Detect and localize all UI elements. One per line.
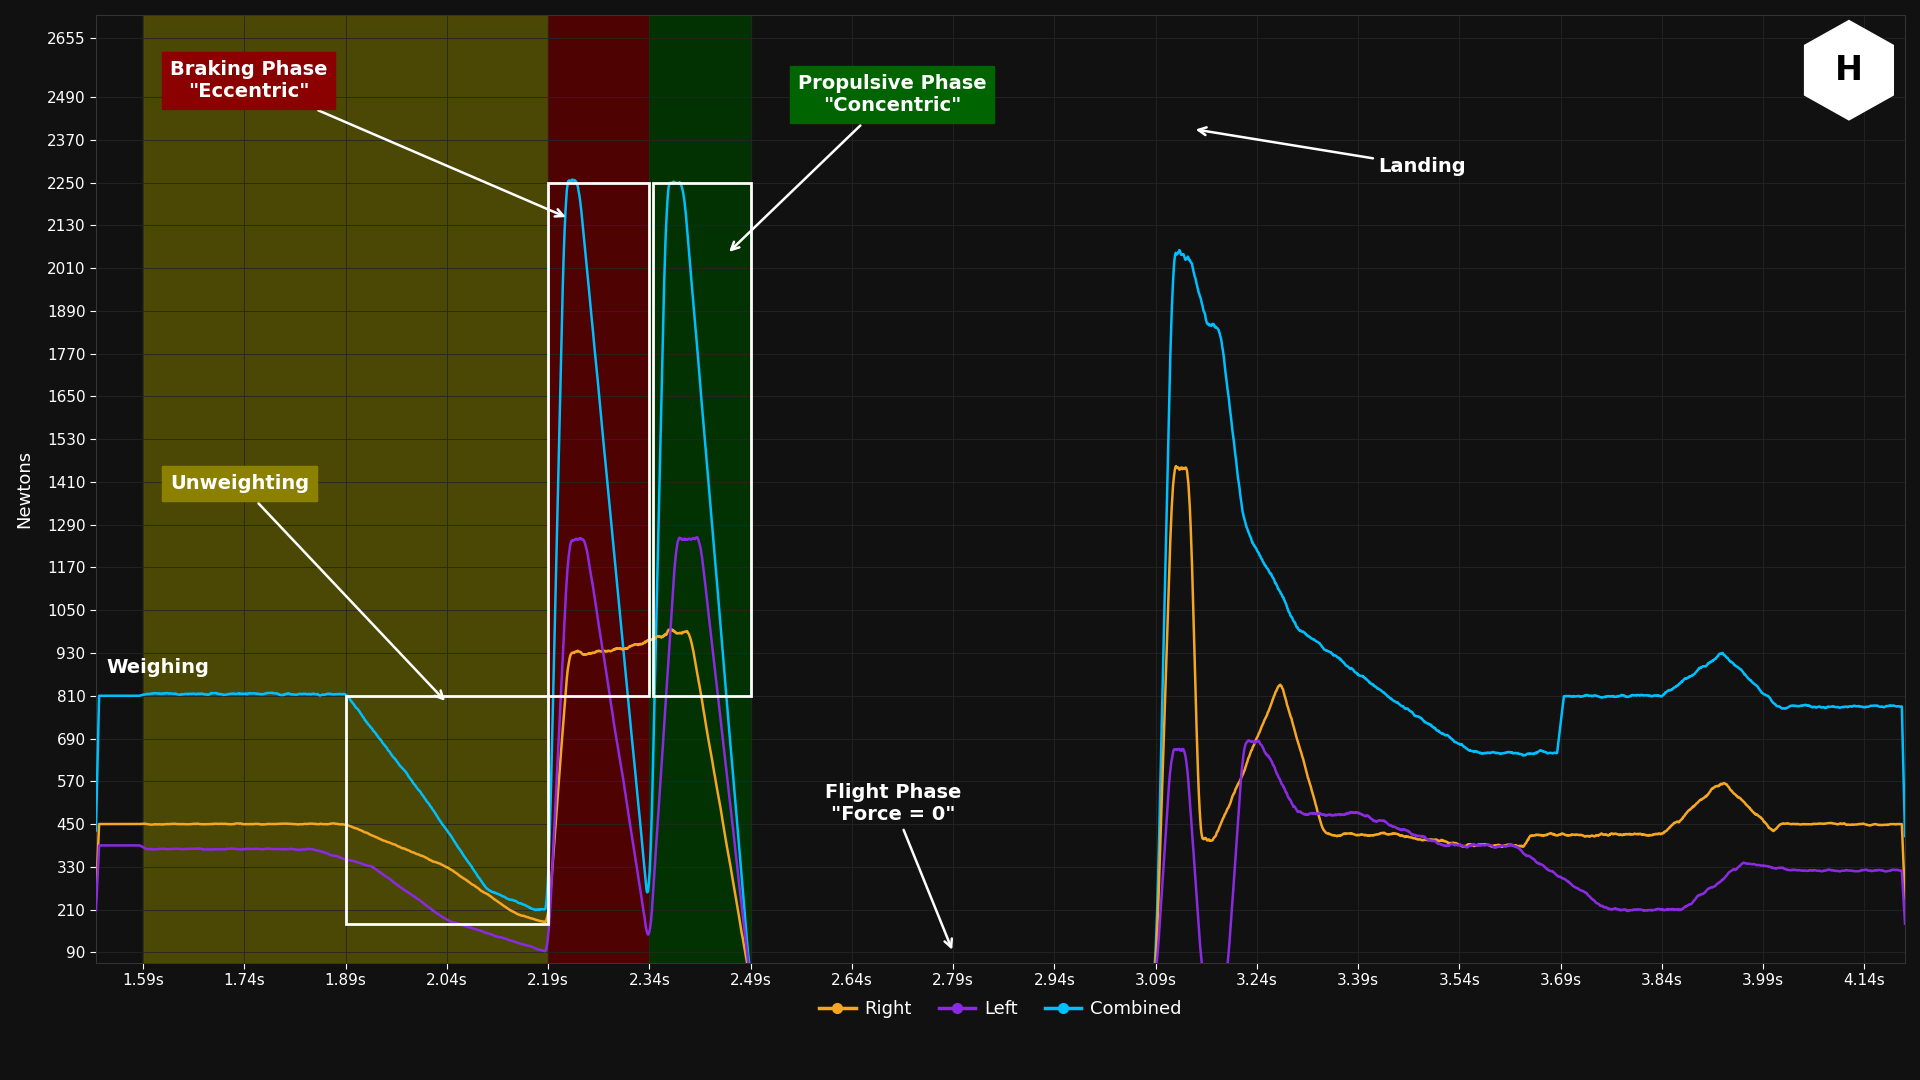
- Line: Right: Right: [96, 467, 1905, 984]
- Combined: [1893, 829, 1916, 842]
- Right: [1893, 893, 1916, 906]
- Text: Weighing: Weighing: [106, 658, 209, 677]
- Right: [743, 977, 766, 990]
- Bar: [346, 696, 549, 923]
- Y-axis label: Newtons: Newtons: [15, 450, 33, 528]
- Right: [1839, 819, 1862, 832]
- Left: [845, 977, 868, 990]
- Combined: [1749, 684, 1772, 697]
- Bar: [144, 15, 549, 963]
- Text: Unweighting: Unweighting: [171, 474, 444, 699]
- Right: [1749, 811, 1772, 824]
- Bar: [549, 183, 649, 696]
- Text: Flight Phase
"Force = 0": Flight Phase "Force = 0": [826, 783, 962, 947]
- Right: [845, 977, 868, 990]
- Right: [860, 976, 883, 989]
- Left: [1893, 917, 1916, 930]
- Left: [685, 530, 708, 543]
- Combined: [1400, 705, 1423, 718]
- Polygon shape: [1805, 21, 1893, 120]
- Line: Combined: Combined: [96, 179, 1905, 984]
- Bar: [549, 15, 649, 963]
- Left: [1039, 977, 1062, 990]
- Left: [860, 977, 883, 990]
- Right: [1400, 831, 1423, 843]
- Text: Propulsive Phase
"Concentric": Propulsive Phase "Concentric": [732, 75, 987, 249]
- Text: Braking Phase
"Eccentric": Braking Phase "Eccentric": [171, 60, 563, 216]
- Combined: [883, 977, 906, 990]
- Combined: [845, 977, 868, 990]
- Left: [1400, 827, 1423, 840]
- Combined: [945, 976, 968, 989]
- Legend: Right, Left, Combined: Right, Left, Combined: [812, 993, 1188, 1025]
- Right: [1164, 460, 1187, 473]
- Bar: [653, 183, 751, 696]
- Left: [1749, 859, 1772, 872]
- Text: H: H: [1836, 54, 1862, 86]
- Bar: [649, 15, 751, 963]
- Text: Landing: Landing: [1198, 127, 1467, 176]
- Left: [945, 976, 968, 989]
- Left: [1839, 864, 1862, 877]
- Combined: [84, 824, 108, 837]
- Right: [84, 892, 108, 905]
- Combined: [860, 977, 883, 990]
- Line: Left: Left: [96, 537, 1905, 984]
- Combined: [1839, 700, 1862, 713]
- Right: [945, 977, 968, 990]
- Combined: [561, 173, 584, 186]
- Left: [84, 904, 108, 917]
